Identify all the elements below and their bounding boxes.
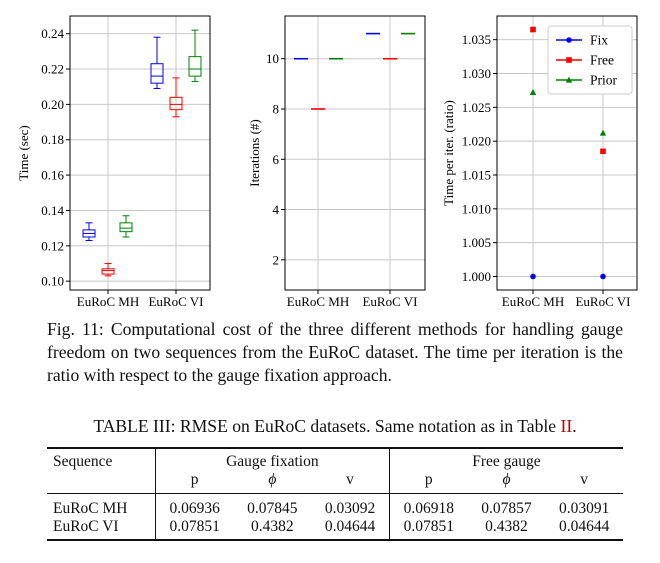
figure-charts: 0.10 0.12 0.14 0.16 0.18 0.20 0.22 0.24 EuRoC MH… [16, 15, 638, 309]
y-tick-label: 1.015 [462, 167, 491, 182]
table-title-suffix: . [572, 416, 577, 436]
row-sequence-name: EuRoC VI [47, 518, 156, 541]
y-tick-label: 0.18 [41, 132, 64, 147]
axes-frame [284, 15, 426, 291]
subheader-v-fix: v [311, 471, 390, 494]
x-tick-label: EuRoC MH [287, 294, 349, 309]
figure-caption: Fig. 11: Computational cost of the three… [47, 319, 623, 385]
subheader-p-fix: p [190, 471, 199, 488]
table-row: EuRoC MH 0.06936 0.07845 0.03092 0.06918… [47, 493, 623, 518]
header-free-gauge: Free gauge [389, 447, 623, 471]
row-sequence-name: EuRoC MH [47, 493, 156, 518]
y-tick-label: 1.025 [462, 100, 491, 115]
cell-value: 0.4382 [233, 518, 312, 541]
point-prior [529, 89, 537, 96]
box-free [169, 96, 183, 111]
axes-frame [69, 15, 211, 291]
y-axis-label: Time (sec) [16, 125, 31, 181]
y-tick-label: 1.010 [462, 201, 491, 216]
legend-label-fix: Fix [590, 33, 608, 48]
cell-value: 0.03092 [311, 493, 390, 518]
header-gauge-fixation: Gauge fixation [155, 447, 390, 471]
y-axis-label: Iterations (#) [247, 119, 262, 187]
y-tick-label: 1.020 [462, 134, 491, 149]
rmse-table: Sequence Gauge fixation Free gauge p ϕ v… [47, 447, 623, 541]
legend-marker-free [566, 57, 572, 63]
box-prior [188, 56, 202, 77]
y-tick-label: 0.22 [41, 62, 64, 77]
y-tick-label: 2 [273, 252, 280, 267]
point-free [600, 148, 606, 155]
legend-marker-prior [565, 76, 573, 83]
cell-value: 0.04644 [311, 518, 390, 541]
x-tick-label: EuRoC VI [575, 294, 630, 309]
cell-value: 0.4382 [467, 518, 546, 541]
cell-value: 0.07851 [389, 518, 468, 541]
axes-frame [496, 15, 638, 291]
y-tick-label: 0.16 [41, 168, 64, 183]
y-tick-label: 6 [273, 152, 280, 167]
y-tick-label: 1.035 [462, 32, 491, 47]
point-prior [599, 129, 607, 136]
y-tick-label: 10 [266, 51, 279, 66]
x-tick-label: EuRoC MH [502, 294, 564, 309]
y-tick-label: 0.12 [41, 238, 64, 253]
table-subheader-row: p ϕ v p ϕ v [47, 471, 623, 494]
cell-value: 0.03091 [545, 493, 623, 518]
subheader-phi-free: ϕ [502, 471, 511, 488]
table-ref-link[interactable]: II [560, 416, 573, 436]
legend-marker-fix [566, 37, 572, 43]
point-fix [600, 273, 606, 280]
box-free [101, 268, 115, 275]
cell-value: 0.06936 [155, 493, 234, 518]
y-tick-label: 1.005 [462, 235, 491, 250]
table-header-row: Sequence Gauge fixation Free gauge [47, 447, 623, 471]
x-tick-label: EuRoC MH [77, 294, 139, 309]
box-prior [119, 222, 133, 233]
subheader-phi-fix: ϕ [268, 471, 277, 488]
y-axis-label: Time per iter. (ratio) [441, 100, 456, 206]
cell-value: 0.04644 [545, 518, 623, 541]
cell-value: 0.07845 [233, 493, 312, 518]
y-tick-label: 1.030 [462, 66, 491, 81]
table-title: TABLE III: RMSE on EuRoC datasets. Same … [47, 416, 623, 437]
legend-label-prior: Prior [590, 73, 618, 88]
x-tick-label: EuRoC VI [148, 294, 203, 309]
cell-value: 0.07857 [467, 493, 546, 518]
header-sequence: Sequence [47, 447, 156, 471]
point-free [530, 26, 536, 33]
subheader-v-free: v [580, 471, 589, 488]
y-tick-label: 1.000 [462, 269, 491, 284]
y-tick-label: 0.14 [41, 203, 64, 218]
subheader-p-free: p [424, 471, 433, 488]
y-tick-label: 0.20 [41, 97, 64, 112]
y-tick-label: 8 [273, 102, 280, 117]
table-title-prefix: TABLE III: RMSE on EuRoC datasets. Same … [93, 416, 561, 436]
y-tick-label: 0.24 [41, 26, 64, 41]
legend-label-free: Free [590, 53, 614, 68]
table-row: EuRoC VI 0.07851 0.4382 0.04644 0.07851 … [47, 518, 623, 541]
cell-value: 0.07851 [155, 518, 234, 541]
y-tick-label: 4 [273, 202, 280, 217]
box-fix [150, 63, 164, 84]
x-tick-label: EuRoC VI [362, 294, 417, 309]
cell-value: 0.06918 [389, 493, 468, 518]
point-fix [530, 273, 536, 280]
y-tick-label: 0.10 [41, 274, 64, 289]
